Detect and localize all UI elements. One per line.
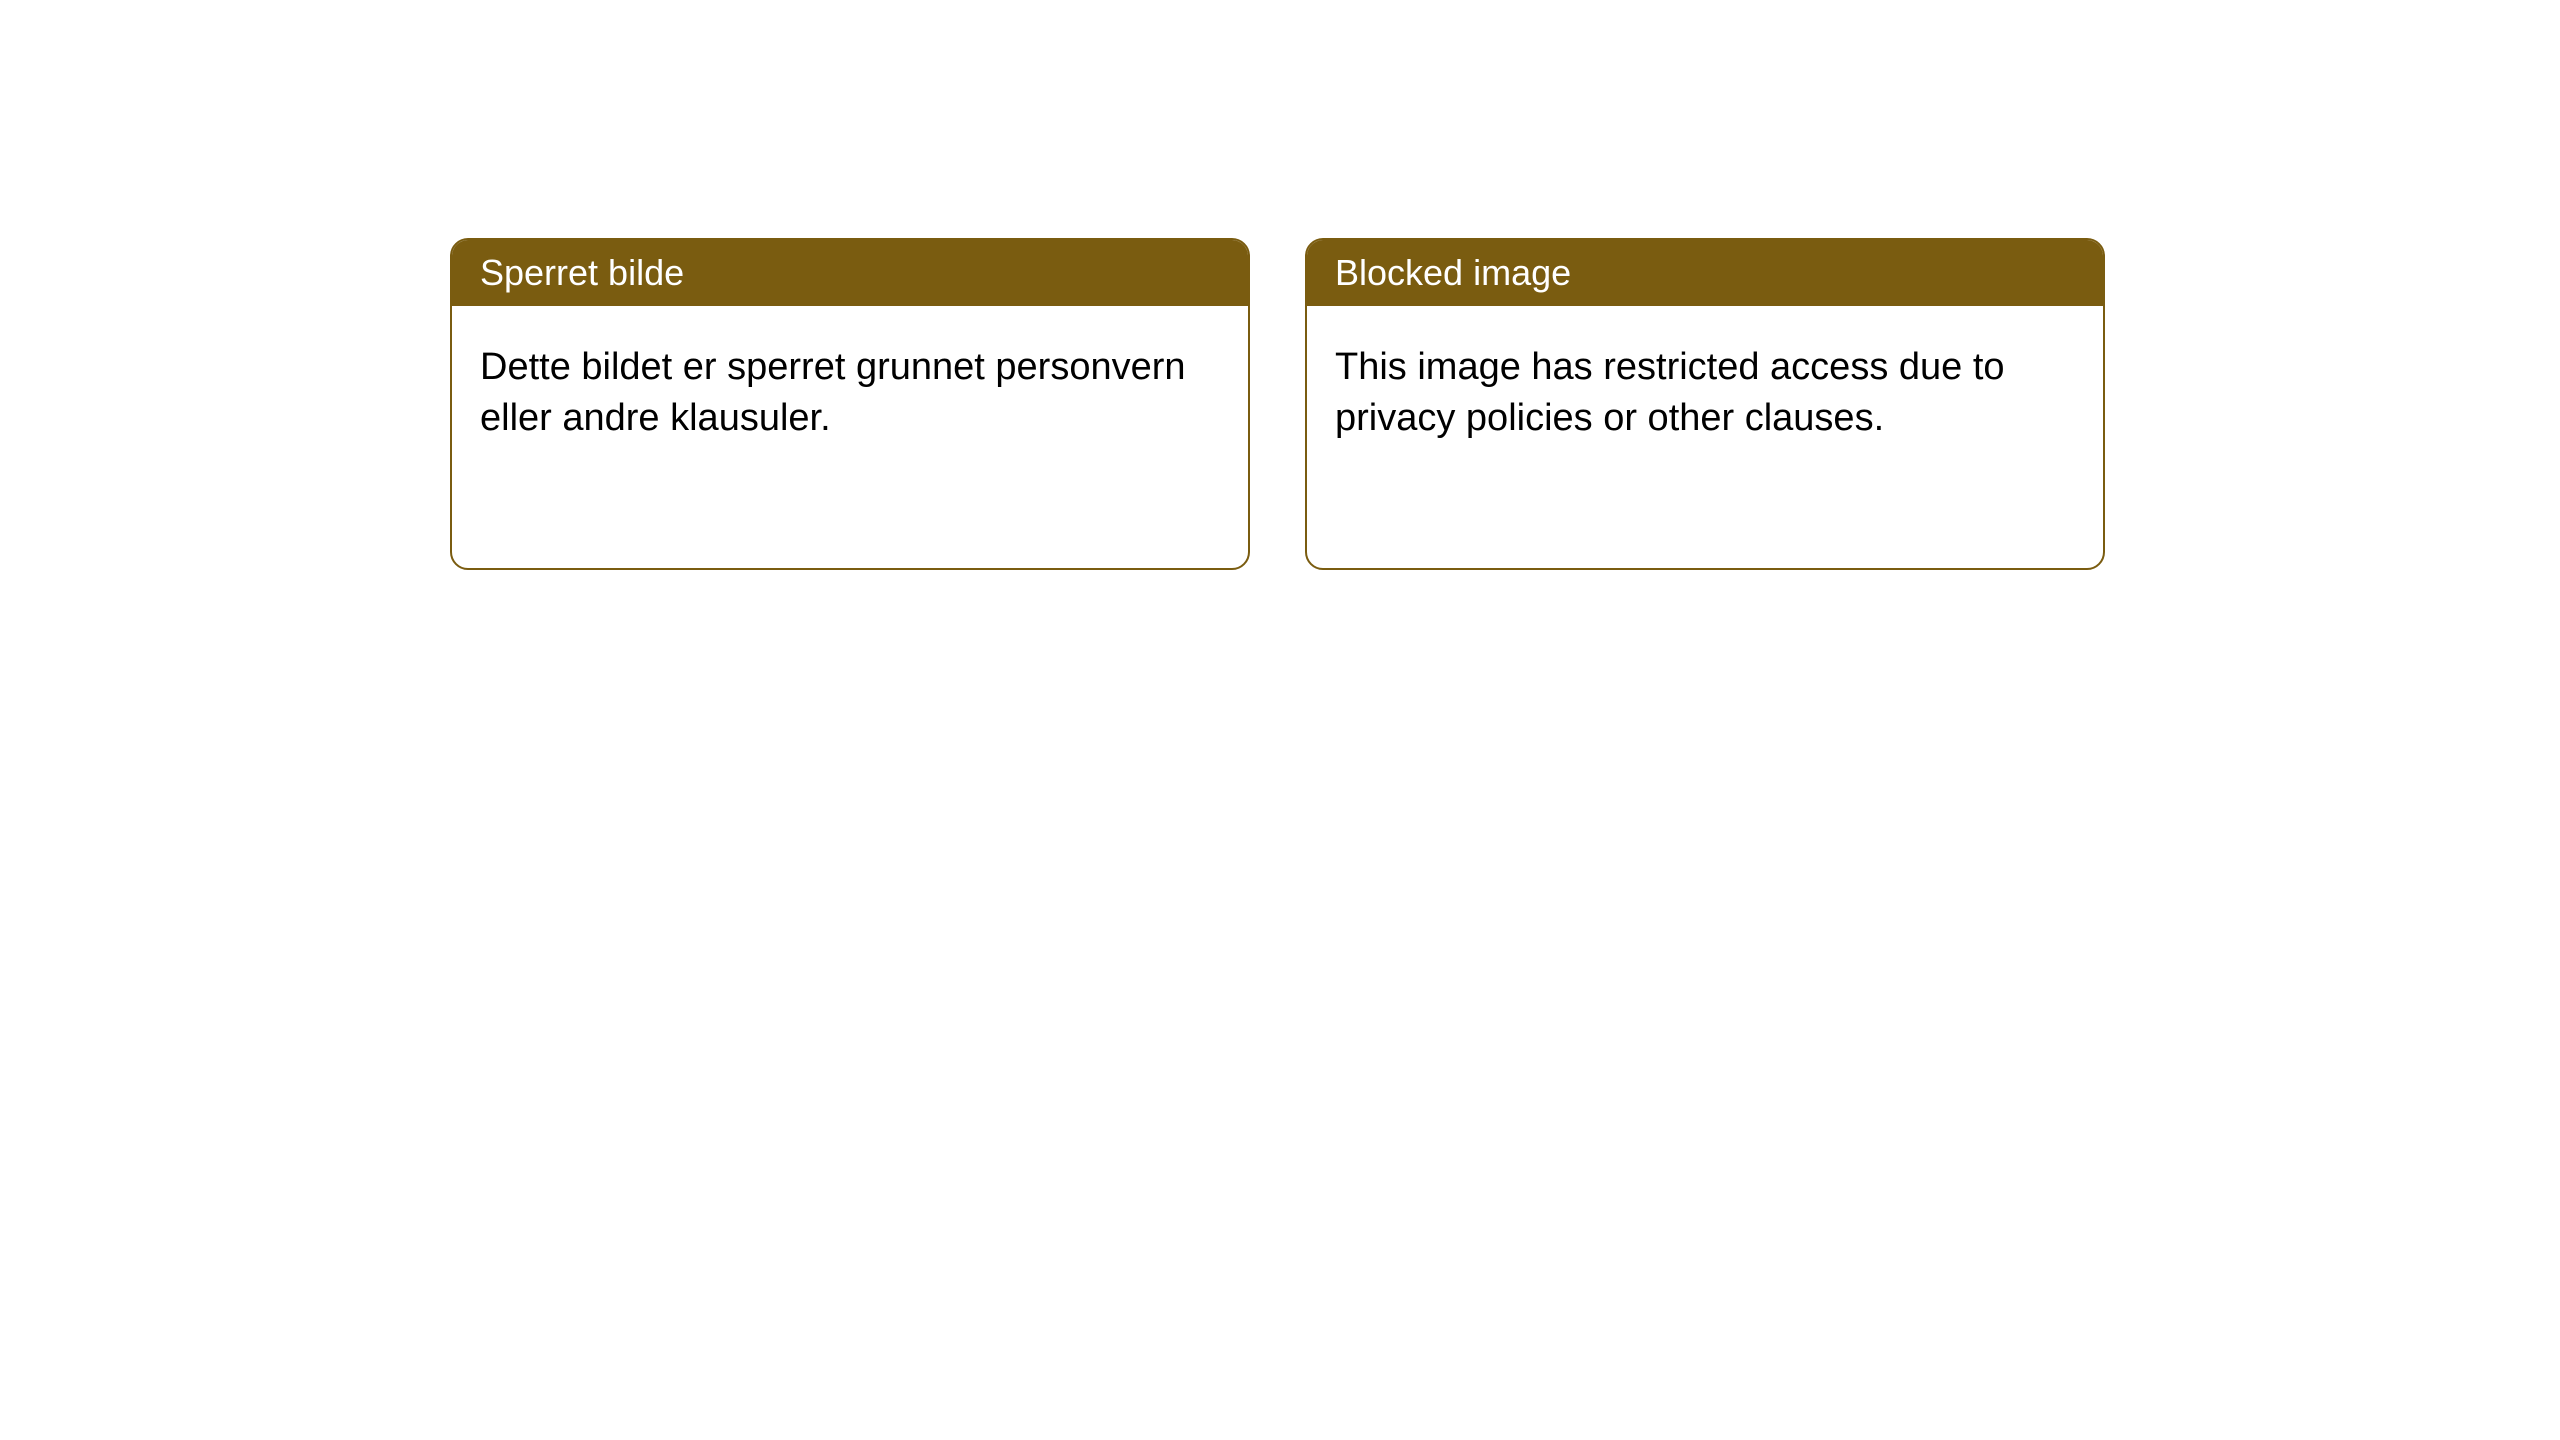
blocked-image-card-no: Sperret bilde Dette bildet er sperret gr… xyxy=(450,238,1250,570)
card-header-no: Sperret bilde xyxy=(452,240,1248,306)
blocked-image-card-en: Blocked image This image has restricted … xyxy=(1305,238,2105,570)
card-body-no: Dette bildet er sperret grunnet personve… xyxy=(452,306,1248,481)
card-body-text-en: This image has restricted access due to … xyxy=(1335,346,2005,439)
card-header-text-en: Blocked image xyxy=(1335,252,1571,293)
card-header-text-no: Sperret bilde xyxy=(480,252,684,293)
card-body-text-no: Dette bildet er sperret grunnet personve… xyxy=(480,346,1186,439)
card-header-en: Blocked image xyxy=(1307,240,2103,306)
card-body-en: This image has restricted access due to … xyxy=(1307,306,2103,481)
cards-container: Sperret bilde Dette bildet er sperret gr… xyxy=(450,238,2105,570)
